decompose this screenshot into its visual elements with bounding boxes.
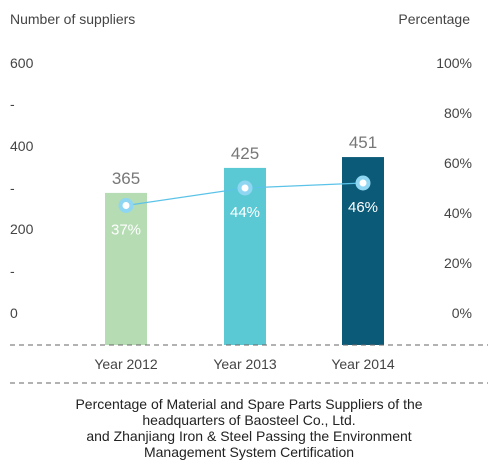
right-tick-label: 40% [443,205,472,221]
bar [224,167,266,345]
left-tick-label: - [10,180,15,196]
left-tick-label: - [10,96,15,112]
right-tick-label: 20% [443,255,472,271]
category-label: Year 2014 [331,356,395,372]
bar [105,192,147,345]
chart-caption: Percentage of Material and Spare Parts S… [8,396,490,460]
percentage-label: 37% [111,222,141,239]
category-label: Year 2012 [94,356,158,372]
percentage-label: 44% [230,204,260,221]
left-tick-label: 400 [10,138,34,154]
left-tick-label: 200 [10,221,34,237]
bar-value-label: 365 [112,169,140,188]
category-label: Year 2013 [213,356,277,372]
percentage-marker-center [359,179,367,187]
left-tick-label: 600 [10,55,34,71]
right-tick-label: 0% [451,305,472,321]
caption-line: headquarters of Baosteel Co., Ltd. [142,412,356,428]
right-tick-label: 60% [443,155,472,171]
bar-value-label: 451 [349,133,377,152]
caption-line: Percentage of Material and Spare Parts S… [75,396,423,412]
right-axis-title: Percentage [398,11,470,27]
left-tick-label: - [10,263,15,279]
percentage-label: 46% [348,199,378,216]
right-tick-label: 100% [436,55,472,71]
bar-value-label: 425 [231,144,259,163]
caption-line: and Zhanjiang Iron & Steel Passing the E… [86,428,412,444]
caption-line: Management System Certification [143,444,355,460]
right-tick-label: 80% [443,105,472,121]
left-axis-title: Number of suppliers [10,11,136,27]
left-tick-label: 0 [10,305,18,321]
percentage-marker-center [241,184,249,192]
percentage-marker-center [122,202,130,209]
